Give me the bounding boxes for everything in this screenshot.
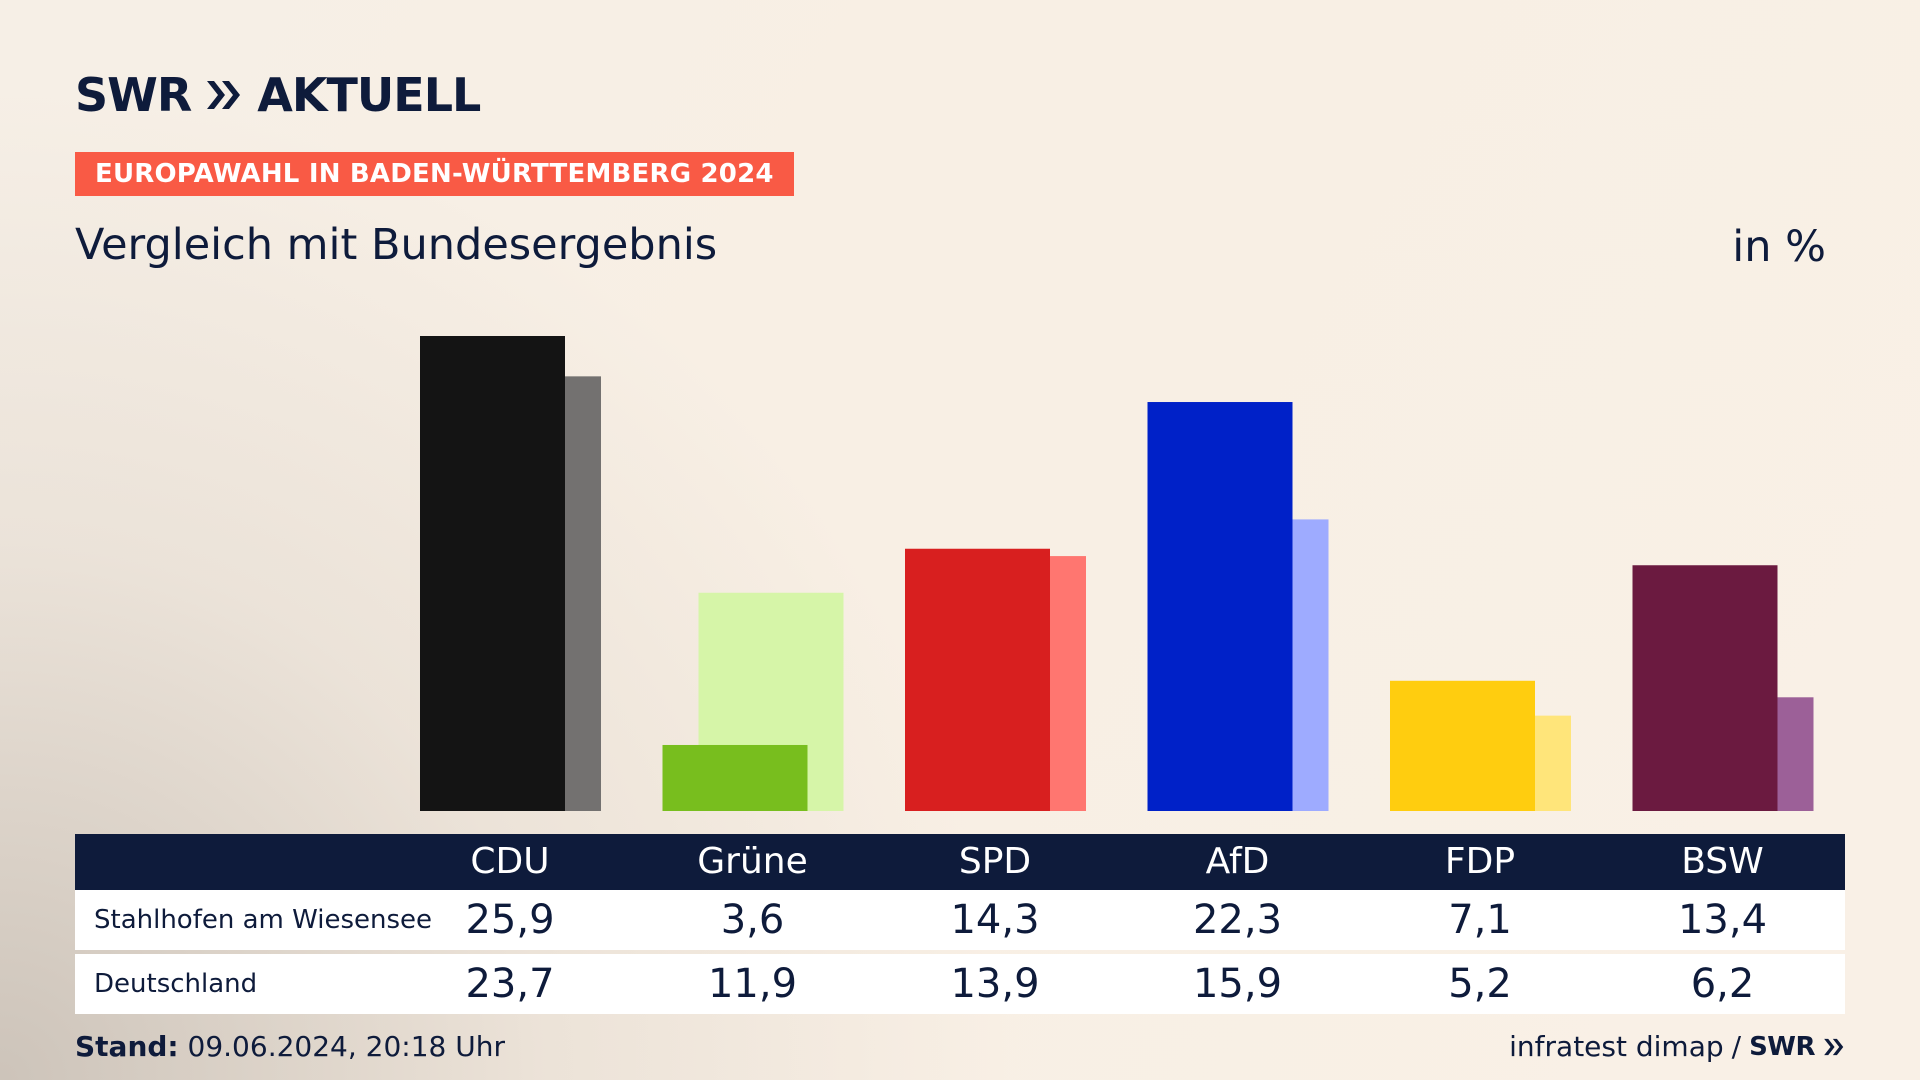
bar-region-0 <box>420 336 565 811</box>
double-chevron-icon <box>1824 1038 1844 1055</box>
table-row: Deutschland 23,7 11,9 13,9 15,9 5,2 6,2 <box>75 954 1845 1014</box>
swr-aktuell-logo: SWR AKTUELL <box>75 68 481 122</box>
table-cell: 15,9 <box>1192 961 1283 1007</box>
source-separator: / <box>1731 1030 1742 1063</box>
table-header-row: CDU Grüne SPD AfD FDP BSW <box>75 834 1845 890</box>
table-cell: 6,2 <box>1690 961 1755 1007</box>
bar-region-1 <box>662 744 808 811</box>
bar-deutschland-2 <box>941 556 1086 811</box>
column-header: Grüne <box>697 841 808 882</box>
table-cell: 7,1 <box>1448 897 1512 943</box>
logo-product: AKTUELL <box>257 68 481 122</box>
chart-subtitle: Vergleich mit Bundesergebnis <box>75 220 718 270</box>
column-header: BSW <box>1681 841 1764 882</box>
table-row: Stahlhofen am Wiesensee 25,9 3,6 14,3 22,3 7… <box>75 890 1845 950</box>
column-header: AfD <box>1205 841 1270 882</box>
column-header: CDU <box>470 841 550 882</box>
timestamp: Stand: 09.06.2024, 20:18 Uhr <box>75 1030 505 1063</box>
table-cell: 11,9 <box>707 961 798 1007</box>
source-credit: infratest dimap / SWR <box>1509 1030 1845 1063</box>
table-cell: 13,4 <box>1677 897 1768 943</box>
bar-region-4 <box>1390 680 1535 811</box>
logo-brand: SWR <box>75 68 192 122</box>
table-cell: 23,7 <box>465 961 555 1007</box>
bar-deutschland-5 <box>1668 697 1814 811</box>
table-cell: 22,3 <box>1192 897 1283 943</box>
double-chevron-icon <box>207 81 241 109</box>
unit-label: in % <box>1732 222 1826 272</box>
bar-deutschland-3 <box>1183 519 1329 811</box>
table-cell: 3,6 <box>720 897 785 943</box>
stand-label: Stand: <box>75 1030 179 1063</box>
row-label: Deutschland <box>94 969 258 999</box>
table-cell: 25,9 <box>465 897 555 943</box>
election-ribbon: EUROPAWAHL IN BADEN-WÜRTTEMBERG 2024 <box>75 152 794 196</box>
bar-region-3 <box>1147 402 1293 811</box>
column-header: FDP <box>1444 841 1516 882</box>
row-label: Stahlhofen am Wiesensee <box>94 905 433 935</box>
table-cell: 13,9 <box>950 961 1040 1007</box>
table-cell: 14,3 <box>950 897 1040 943</box>
bar-deutschland-0 <box>456 376 601 811</box>
footer-logo: SWR <box>1749 1031 1815 1062</box>
results-table: CDU Grüne SPD AfD FDP BSW Stahlhofen am Wiese… <box>75 834 1845 1014</box>
bar-deutschland-1 <box>698 592 844 811</box>
bar-deutschland-4 <box>1426 715 1571 811</box>
bar-region-5 <box>1632 565 1778 811</box>
source-label: infratest dimap <box>1509 1030 1724 1063</box>
stand-value: 09.06.2024, 20:18 Uhr <box>187 1030 505 1063</box>
column-header: SPD <box>958 841 1032 882</box>
bar-region-2 <box>905 548 1050 811</box>
table-cell: 5,2 <box>1448 961 1512 1007</box>
